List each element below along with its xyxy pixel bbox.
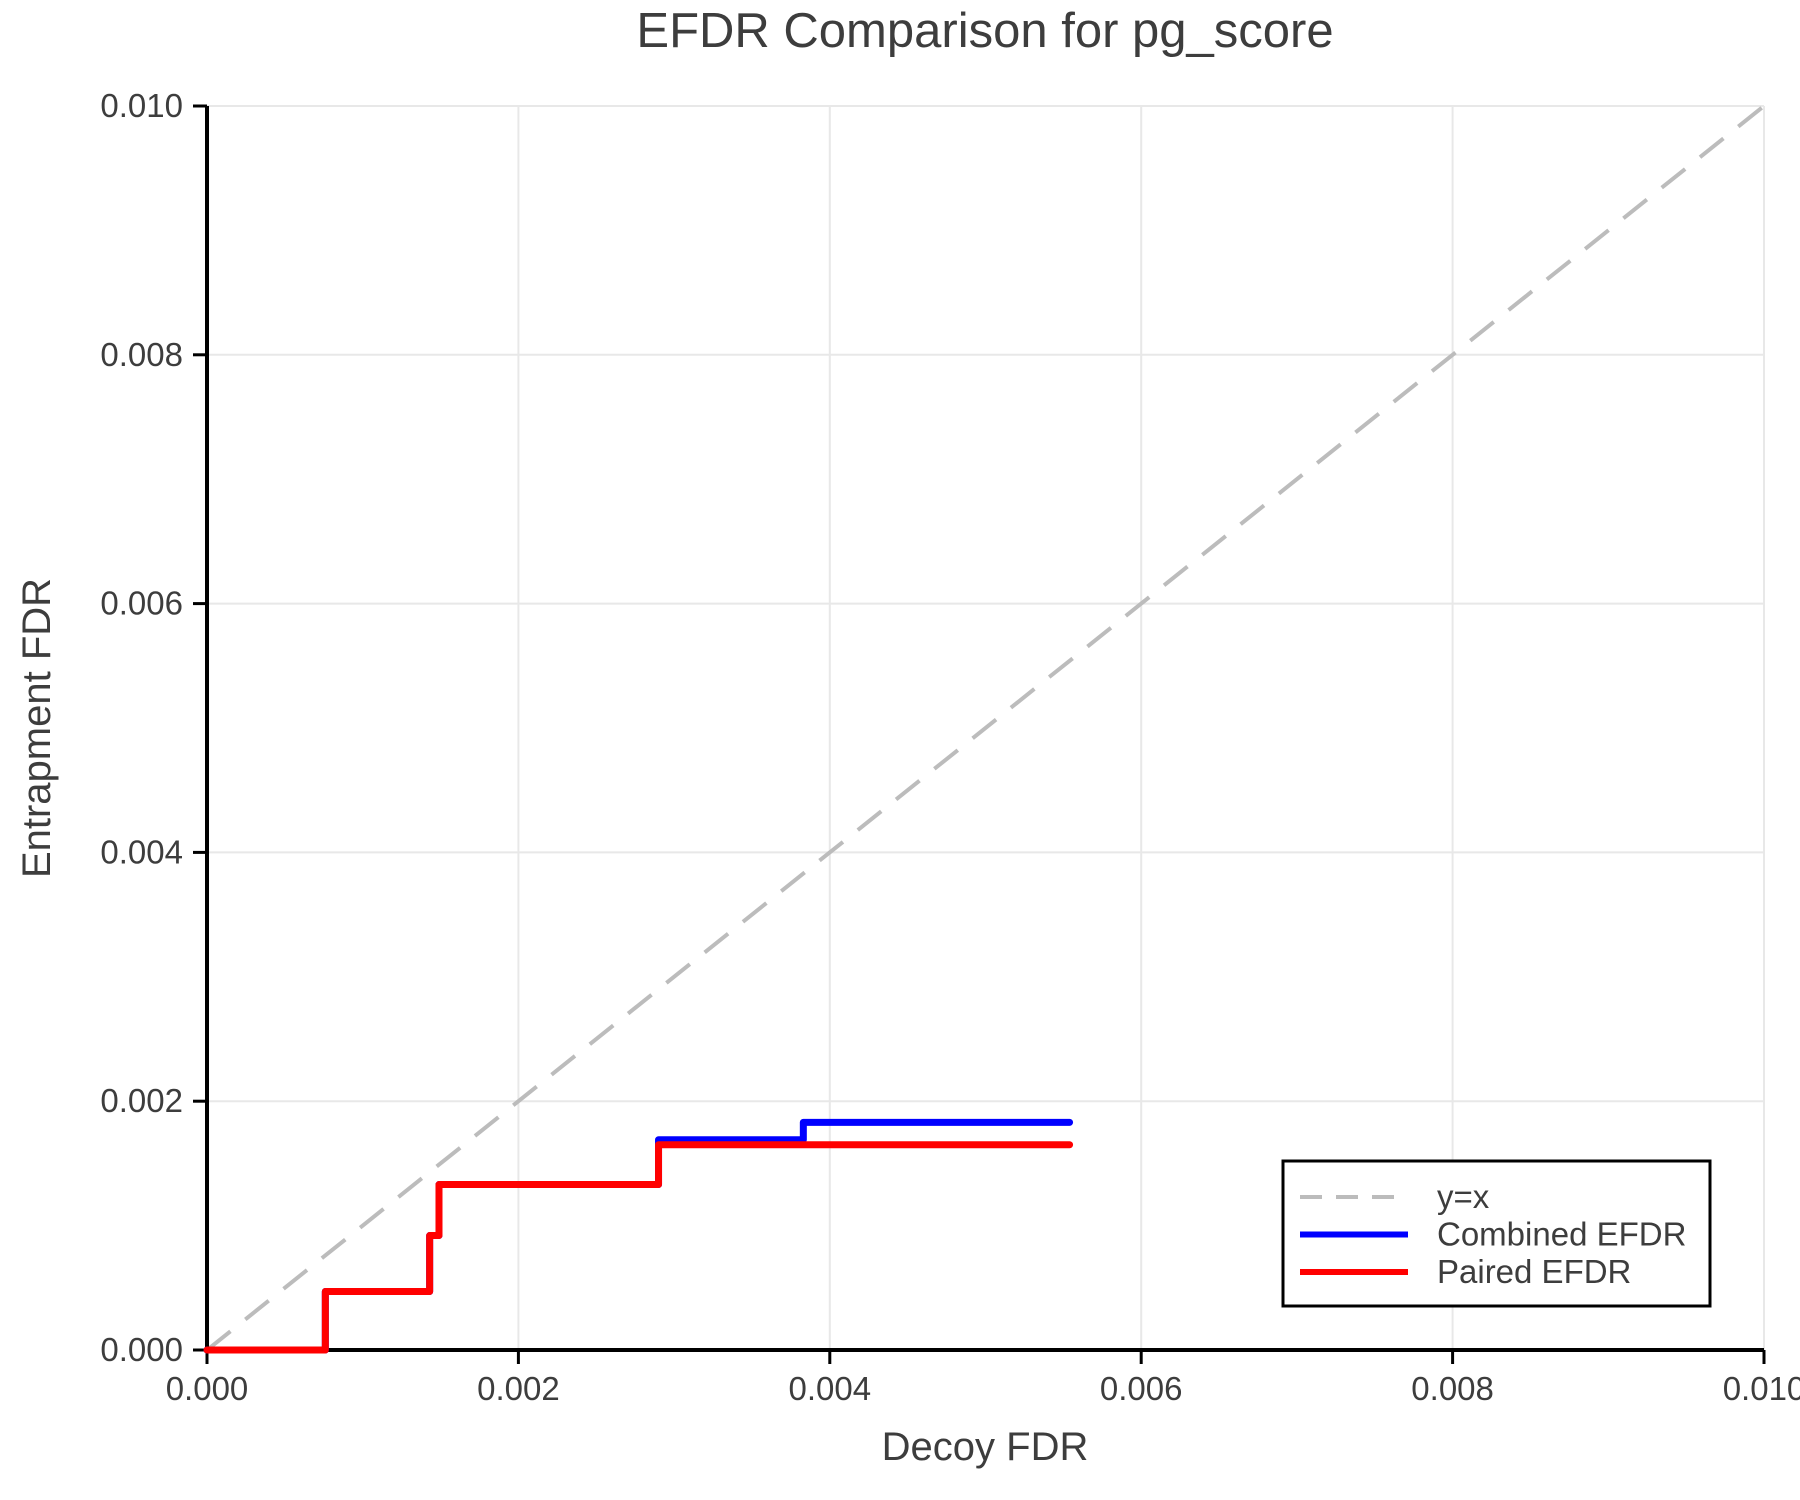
chart-title: EFDR Comparison for pg_score — [636, 4, 1333, 58]
legend-label-paired-efdr: Paired EFDR — [1437, 1253, 1631, 1290]
y-tick-label: 0.010 — [100, 87, 183, 124]
y-tick-label: 0.008 — [100, 336, 183, 373]
x-tick-label: 0.010 — [1723, 1370, 1800, 1407]
x-tick-label: 0.002 — [477, 1370, 560, 1407]
series-line-combined-efdr — [203, 1118, 1074, 1354]
y-tick-label: 0.006 — [100, 585, 183, 622]
x-tick-label: 0.006 — [1100, 1370, 1183, 1407]
x-tick-label: 0.004 — [789, 1370, 872, 1407]
x-tick-label: 0.008 — [1411, 1370, 1494, 1407]
grid-layer — [207, 105, 1765, 1350]
y-tick-label: 0.000 — [100, 1331, 183, 1368]
y-tick-label: 0.004 — [100, 833, 183, 870]
series-layer — [203, 1118, 1074, 1354]
x-axis-label: Decoy FDR — [882, 1425, 1089, 1469]
reference-line-layer — [205, 104, 1766, 1352]
y-axis-label: Entrapment FDR — [15, 578, 59, 878]
y-tick-label: 0.002 — [100, 1082, 183, 1119]
x-tick-label: 0.000 — [166, 1370, 249, 1407]
legend-label-y-x: y=x — [1437, 1178, 1490, 1215]
series-line-paired-efdr — [203, 1141, 1074, 1354]
axes-layer: 0.000 0.002 0.004 0.006 0.008 0.010 0.000 0.002… — [100, 87, 1800, 1407]
legend-label-combined-efdr: Combined EFDR — [1437, 1216, 1686, 1253]
reference-line-y-equals-x — [205, 104, 1766, 1352]
